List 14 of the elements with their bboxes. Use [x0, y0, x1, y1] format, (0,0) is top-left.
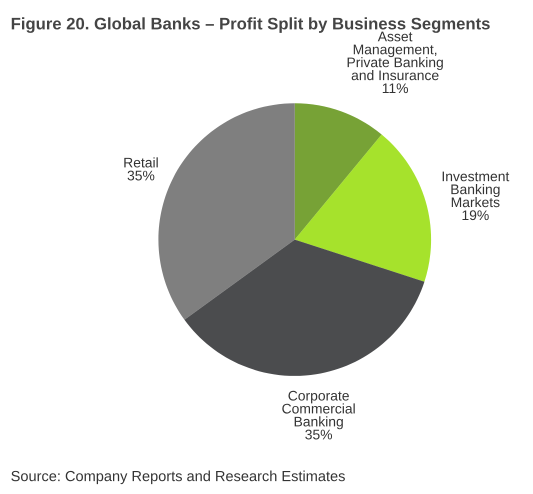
data-label: 19% — [462, 210, 489, 220]
slice-label: Retail — [124, 157, 158, 168]
slice-label: Corporate Commercial Banking — [282, 390, 355, 430]
slice-label: Asset Management, Private Banking and Insurance — [348, 32, 443, 80]
source-note: Source: Company Reports and Research Estimates — [11, 470, 345, 484]
pie-slice — [294, 103, 382, 240]
pie-slice — [158, 103, 295, 320]
slice-label: Investment Banking Markets — [442, 172, 510, 208]
data-label: 35% — [305, 430, 332, 440]
chart-title: Figure 20. Global Banks – Profit Split by Business Segments — [12, 17, 490, 33]
pie-slice — [294, 134, 432, 282]
data-label: 35% — [128, 170, 154, 180]
data-label: 11% — [382, 83, 408, 94]
pie-slice — [184, 240, 424, 376]
